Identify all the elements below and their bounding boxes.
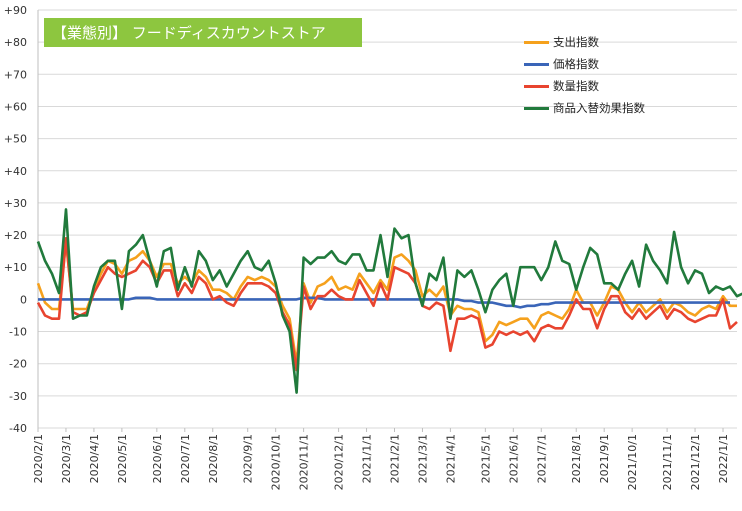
y-axis-ticks: +90 +80 +70 +60 +50 +40 +30 +20 +10 0 -10 -20 -30 -40 [4,4,27,435]
x-tick-label: 2021/5/1 [479,434,492,483]
legend-swatch [524,62,549,66]
x-tick-label: 2021/3/1 [416,434,429,483]
y-tick-label: -20 [9,358,27,371]
legend-label: 商品入替効果指数 [553,101,645,115]
gridlines [37,9,737,429]
legend-label: 価格指数 [553,57,599,71]
series-line [36,237,738,372]
x-tick-label: 2021/6/1 [507,434,520,483]
chart-title-text: 【業態別】 フードディスカウントストア [52,24,326,42]
legend: 支出指数 価格指数 数量指数 商品入替効果指数 [524,31,645,119]
y-tick-label: 0 [20,293,27,306]
series-lines [36,208,742,394]
legend-swatch [524,84,549,88]
x-tick-label: 2021/8/1 [570,434,583,483]
x-tick-label: 2020/9/1 [242,434,255,483]
x-tick-label: 2020/6/1 [151,434,164,483]
x-tick-label: 2022/1/1 [717,434,730,483]
legend-label: 支出指数 [553,35,599,49]
x-tick-label: 2021/7/1 [535,434,548,483]
x-tick-label: 2020/8/1 [207,434,220,483]
y-tick-label: -10 [9,326,27,339]
chart-title: 【業態別】 フードディスカウントストア [44,18,362,47]
x-tick-label: 2020/10/1 [270,434,283,490]
y-tick-label: -40 [9,422,27,435]
x-tick-label: 2020/5/1 [116,434,129,483]
y-tick-label: +20 [4,229,27,242]
x-tick-label: 2020/4/1 [88,434,101,483]
x-tick-label: 2021/11/1 [661,434,674,490]
series-line [36,208,742,394]
x-tick-label: 2020/2/1 [32,434,45,483]
x-tick-label: 2020/11/1 [298,434,311,490]
x-tick-label: 2021/4/1 [444,434,457,483]
y-tick-label: +40 [4,165,27,178]
legend-item: 数量指数 [524,75,645,97]
x-axis-ticks: 2020/2/1 2020/3/1 2020/4/1 2020/5/1 2020/6/1… [32,428,730,490]
x-tick-label: 2021/9/1 [598,434,611,483]
x-tick-label: 2020/12/1 [333,434,346,490]
y-tick-label: +10 [4,261,27,274]
y-tick-label: +50 [4,133,27,146]
legend-item: 商品入替効果指数 [524,97,645,119]
y-tick-label: -30 [9,390,27,403]
legend-item: 支出指数 [524,31,645,53]
x-tick-label: 2021/1/1 [361,434,374,483]
series-line [36,240,737,366]
y-tick-label: +90 [4,4,27,17]
series-line [38,296,730,309]
x-tick-label: 2020/3/1 [60,434,73,483]
y-tick-label: +60 [4,100,27,113]
x-tick-label: 2020/7/1 [179,434,192,483]
x-tick-label: 2021/10/1 [626,434,639,490]
y-tick-label: +30 [4,197,27,210]
y-tick-label: +70 [4,68,27,81]
legend-swatch [524,40,549,44]
x-tick-label: 2021/12/1 [689,434,702,490]
x-tick-label: 2021/2/1 [388,434,401,483]
y-tick-label: +80 [4,36,27,49]
legend-item: 価格指数 [524,53,645,75]
legend-swatch [524,106,549,110]
legend-label: 数量指数 [553,79,599,93]
